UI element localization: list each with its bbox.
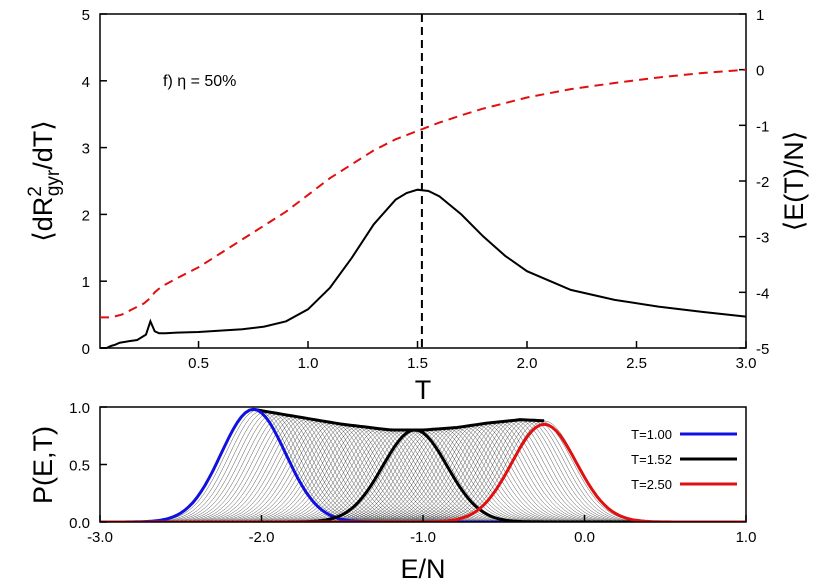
top-y-right-tick-label: 1 [756, 7, 764, 24]
histogram-curve [100, 429, 746, 522]
bottom-x-tick-label: 0.0 [574, 529, 595, 546]
histogram-curve [100, 428, 746, 522]
histogram-curve [100, 423, 746, 522]
histogram-curve [100, 429, 746, 522]
legend: T=1.00 T=1.52 T=2.50 [631, 427, 737, 492]
top-y-left-tick-label: 0 [82, 341, 90, 358]
top-y-left-tick-label: 4 [82, 74, 90, 91]
bottom-y-tick-label: 0.5 [69, 458, 90, 475]
histogram-curve [100, 410, 746, 522]
histogram-curve [100, 424, 746, 522]
histogram-curve [100, 429, 746, 522]
bottom-panel: -3.0 -2.0 -1.0 0.0 1.0 0.0 0.5 1.0 T=1.00 T=1.5… [28, 400, 756, 581]
histogram-curve [100, 429, 746, 522]
histogram-curve [100, 426, 746, 522]
histogram-curve [100, 422, 746, 522]
histogram-curve [100, 409, 746, 522]
legend-label: T=2.50 [631, 477, 672, 492]
histogram-curve [100, 425, 746, 522]
top-y-right-tick-label: 0 [756, 63, 764, 80]
top-x-tick-label: 1.5 [407, 355, 428, 372]
top-y-left-tick-label: 5 [82, 7, 90, 24]
top-y-right-tick-label: -4 [756, 285, 769, 302]
top-series-group [100, 68, 747, 349]
histogram-curve [100, 428, 746, 522]
histogram-curve [100, 411, 746, 522]
histogram-curve [100, 429, 746, 522]
top-y-left-title: ⟨dR2gyr/dT⟩ [25, 120, 64, 242]
top-y-right-tick-label: -1 [756, 118, 769, 135]
bottom-y-axis-title: P(E,T) [28, 426, 58, 504]
energy-dashed-line [100, 68, 747, 319]
histogram-curve [100, 424, 746, 522]
histogram-curve [100, 425, 746, 522]
top-x-axis-title: T [415, 375, 432, 405]
histogram-curve [100, 427, 746, 522]
top-plot-frame [99, 13, 747, 349]
histogram-curve [100, 428, 746, 522]
bottom-y-tick-label: 1.0 [69, 400, 90, 417]
top-y-left-tick-label: 2 [82, 207, 90, 224]
top-x-ticks: 0.5 1.0 1.5 2.0 2.5 3.0 [188, 341, 756, 372]
top-y-right-ticks: -5 -4 -3 -2 -1 0 1 [739, 7, 769, 358]
histogram-curve [100, 411, 746, 522]
top-panel: 0.5 1.0 1.5 2.0 2.5 3.0 0 1 2 3 4 5 -5 -4 -3 -2 -1 0 1 f… [25, 7, 809, 405]
top-y-left-tick-label: 1 [82, 274, 90, 291]
histogram-curve [100, 416, 746, 522]
histogram-t-1-00 [100, 407, 746, 522]
bottom-x-tick-label: -2.0 [249, 529, 275, 546]
histogram-curve [100, 427, 746, 522]
legend-label: T=1.00 [631, 427, 672, 442]
histogram-curve [100, 429, 746, 522]
histogram-curve [100, 426, 746, 522]
top-y-right-tick-label: -2 [756, 174, 769, 191]
top-x-tick-label: 2.5 [626, 355, 647, 372]
bottom-x-ticks: -3.0 -2.0 -1.0 0.0 1.0 [87, 515, 756, 546]
top-y-right-tick-label: -3 [756, 230, 769, 247]
histogram-curve [100, 428, 746, 522]
histogram-curve [100, 427, 746, 522]
top-y-left-ticks: 0 1 2 3 4 5 [82, 7, 107, 358]
histogram-curve [100, 429, 746, 522]
bottom-x-axis-title: E/N [400, 554, 445, 581]
top-x-tick-label: 1.0 [298, 355, 319, 372]
bottom-y-tick-label: 0.0 [69, 515, 90, 532]
histogram-curve [100, 414, 746, 522]
top-y-left-tick-label: 3 [82, 141, 90, 158]
histogram-curve [100, 425, 746, 522]
histogram-curve [100, 426, 746, 522]
top-x-tick-label: 3.0 [736, 355, 757, 372]
histogram-t-1-52 [100, 428, 746, 522]
bottom-x-tick-label: 1.0 [736, 529, 757, 546]
histogram-curve [100, 428, 746, 522]
top-x-tick-label: 2.0 [517, 355, 538, 372]
histogram-curve [100, 413, 746, 522]
annotation: f) η = 50% [163, 73, 236, 90]
bottom-x-tick-label: -3.0 [87, 529, 113, 546]
legend-label: T=1.52 [631, 452, 672, 467]
top-x-tick-label: 0.5 [188, 355, 209, 372]
histogram-curve [100, 422, 746, 522]
bottom-y-ticks: 0.0 0.5 1.0 [69, 400, 107, 532]
histogram-curve [100, 428, 746, 522]
histogram-curve [100, 412, 746, 522]
histogram-curve [100, 425, 746, 522]
bottom-x-tick-label: -1.0 [410, 529, 436, 546]
histogram-curve [100, 423, 746, 522]
histogram-curve [100, 415, 746, 522]
histogram-curve [100, 414, 746, 522]
top-y-right-title: ⟨E(T)/N⟩ [779, 131, 809, 232]
histogram-curve [100, 426, 746, 522]
top-y-right-tick-label: -5 [756, 341, 769, 358]
histogram-curve [100, 429, 746, 522]
radius-derivative-line [100, 188, 747, 349]
peak-envelope-line [253, 407, 545, 432]
histogram-curve [100, 429, 746, 522]
